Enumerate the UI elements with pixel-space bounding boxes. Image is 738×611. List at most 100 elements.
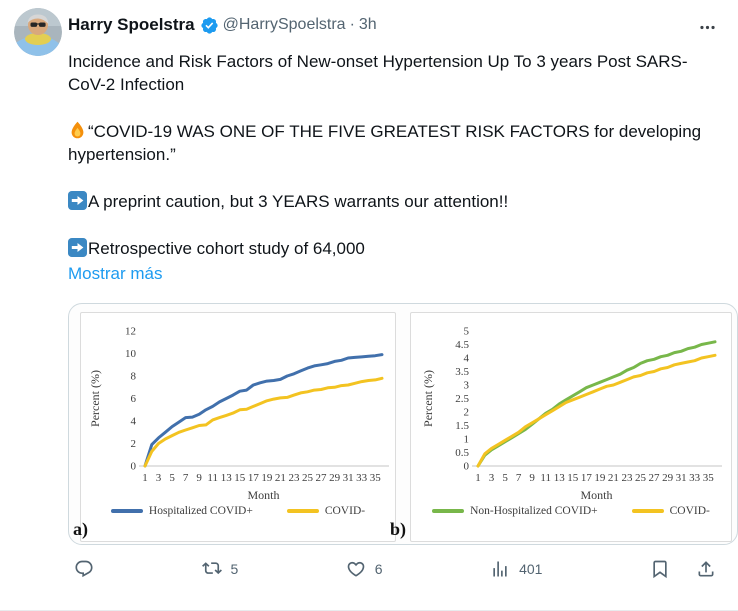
svg-text:Percent (%): Percent (%): [88, 370, 102, 427]
like-button[interactable]: 6: [346, 559, 383, 579]
legend-swatch: [110, 509, 143, 513]
svg-text:9: 9: [196, 472, 202, 484]
svg-text:1: 1: [475, 472, 481, 484]
svg-text:12: 12: [125, 326, 136, 338]
tweet-text-study: Retrospective cohort study of 64,000: [68, 237, 704, 260]
fire-icon: [68, 121, 87, 140]
retweet-button[interactable]: 5: [201, 559, 239, 579]
display-name[interactable]: Harry Spoelstra: [68, 15, 195, 34]
views-button[interactable]: 401: [490, 559, 542, 579]
retweet-icon: [201, 562, 222, 575]
svg-text:9: 9: [529, 472, 535, 484]
svg-text:4: 4: [131, 416, 137, 428]
reply-button[interactable]: [74, 559, 94, 579]
svg-text:4: 4: [464, 353, 470, 365]
retweet-count: 5: [230, 561, 239, 577]
right-arrow-icon: [68, 238, 87, 257]
chart-panel-b: 0 0.5 1 1.5 2 2.5 3 3.5 4 4.5 5 1 3 5 7 9 11 13 15 17 19 21 23…: [410, 312, 732, 542]
svg-text:7: 7: [516, 472, 522, 484]
svg-text:0.5: 0.5: [455, 447, 469, 459]
tweet-text-fire: “COVID-19 WAS ONE OF THE FIVE GREATEST R…: [68, 121, 702, 164]
more-button[interactable]: [690, 10, 724, 44]
svg-text:27: 27: [649, 472, 661, 484]
svg-text:3: 3: [156, 472, 162, 484]
timestamp[interactable]: 3h: [358, 16, 377, 33]
tweet-header: Harry Spoelstra @HarrySpoelstra · 3h: [68, 14, 722, 36]
verified-badge-icon: [201, 16, 218, 34]
svg-text:Month: Month: [247, 488, 279, 502]
svg-text:23: 23: [288, 472, 300, 484]
tweet-text-caution: A preprint caution, but 3 YEARS warrants…: [68, 190, 704, 213]
svg-text:33: 33: [356, 472, 368, 484]
svg-text:4.5: 4.5: [455, 339, 469, 351]
tweet-body: Incidence and Risk Factors of New-onset …: [68, 50, 704, 287]
avatar[interactable]: [14, 8, 62, 56]
like-count: 6: [374, 561, 383, 577]
svg-text:Percent (%): Percent (%): [421, 370, 435, 427]
reply-icon: [75, 560, 93, 578]
svg-text:27: 27: [316, 472, 328, 484]
panel-label-b: b): [390, 519, 407, 539]
svg-text:7: 7: [183, 472, 189, 484]
svg-text:10: 10: [125, 348, 137, 360]
avatar-image: [14, 8, 62, 56]
svg-text:29: 29: [329, 472, 341, 484]
svg-text:2.5: 2.5: [455, 393, 469, 405]
tweet-media-image[interactable]: 0 2 4 6 8 10 12 1 3 5 7 9 11 13 15 17 19 21 23 25 27 29 31 33 35…: [68, 303, 738, 545]
svg-text:15: 15: [234, 472, 246, 484]
svg-text:1.5: 1.5: [455, 420, 469, 432]
svg-text:3: 3: [489, 472, 495, 484]
user-handle[interactable]: @HarrySpoelstra: [222, 16, 346, 33]
legend-label: COVID-: [324, 505, 366, 517]
view-count: 401: [519, 561, 543, 577]
svg-text:11: 11: [207, 472, 218, 484]
svg-text:5: 5: [502, 472, 508, 484]
bookmark-icon: [653, 560, 667, 579]
tweet: Harry Spoelstra @HarrySpoelstra · 3h Inc…: [14, 8, 738, 579]
svg-text:1: 1: [464, 434, 470, 446]
svg-text:25: 25: [302, 472, 314, 484]
svg-text:1: 1: [142, 472, 148, 484]
bookmark-share-group: [650, 559, 716, 579]
svg-text:21: 21: [275, 472, 286, 484]
svg-text:13: 13: [554, 472, 566, 484]
more-icon: [699, 25, 715, 29]
chart-a-legend: Hospitalized COVID+ COVID-: [81, 505, 395, 517]
svg-text:31: 31: [676, 472, 687, 484]
legend-swatch: [286, 509, 319, 513]
svg-text:15: 15: [567, 472, 579, 484]
svg-text:23: 23: [621, 472, 633, 484]
heart-icon: [347, 561, 365, 577]
svg-text:17: 17: [581, 472, 593, 484]
svg-text:17: 17: [248, 472, 259, 484]
legend-item: Non-Hospitalized COVID+: [432, 505, 598, 517]
show-more-link[interactable]: Mostrar más: [68, 264, 163, 283]
legend-item: Hospitalized COVID+: [110, 505, 253, 517]
svg-text:3.5: 3.5: [455, 366, 469, 378]
share-button[interactable]: [696, 559, 716, 579]
chart-b-plot: 00.511.522.533.544.551 3 5 7 9 11 13 15 17 19 21 23…: [421, 326, 722, 502]
right-arrow-icon: [68, 191, 87, 210]
tweet-text-title: Incidence and Risk Factors of New-onset …: [68, 52, 688, 94]
svg-text:21: 21: [608, 472, 619, 484]
bookmark-button[interactable]: [650, 559, 670, 579]
svg-text:33: 33: [689, 472, 701, 484]
svg-text:29: 29: [662, 472, 674, 484]
svg-text:6: 6: [131, 393, 137, 405]
svg-text:8: 8: [131, 371, 137, 383]
legend-item: COVID-: [631, 505, 710, 517]
share-icon: [698, 561, 714, 577]
legend-swatch: [631, 509, 664, 513]
svg-text:0: 0: [131, 461, 137, 473]
svg-text:2: 2: [131, 438, 137, 450]
svg-text:3: 3: [464, 380, 470, 392]
svg-text:5: 5: [169, 472, 175, 484]
svg-text:31: 31: [343, 472, 354, 484]
legend-label: Hospitalized COVID+: [148, 505, 253, 517]
legend-swatch: [432, 509, 465, 513]
svg-text:11: 11: [540, 472, 551, 484]
svg-text:5: 5: [464, 326, 470, 338]
svg-text:35: 35: [370, 472, 382, 484]
